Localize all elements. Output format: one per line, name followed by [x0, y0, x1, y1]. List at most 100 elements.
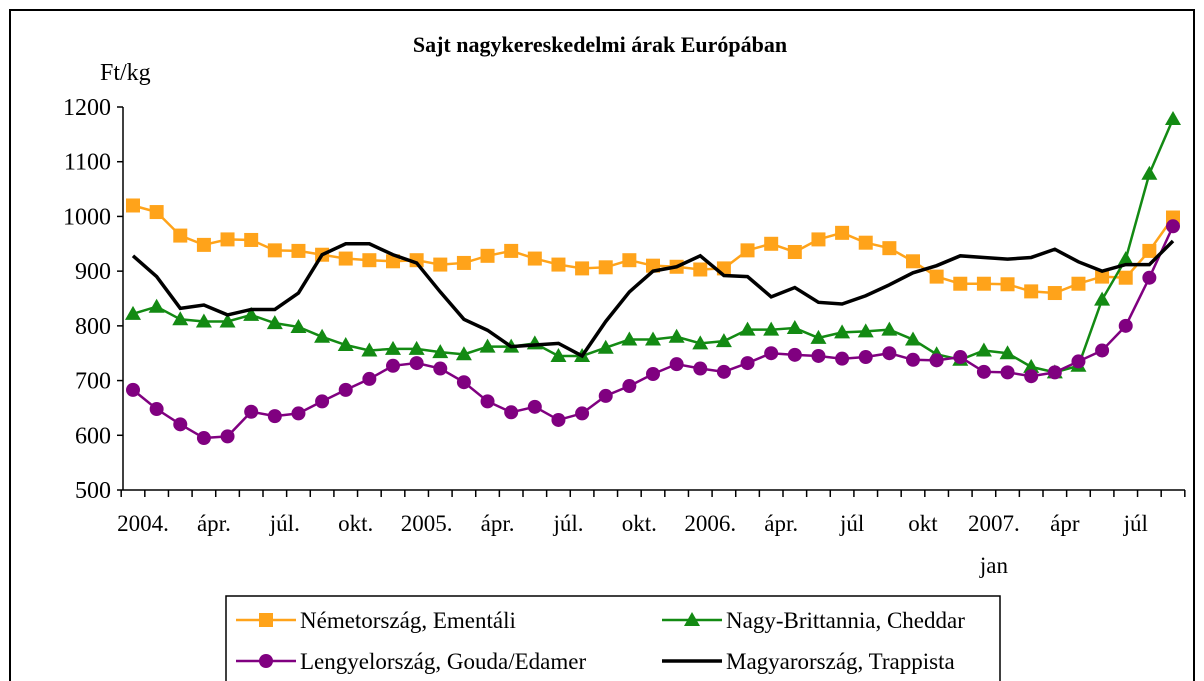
data-point	[362, 253, 377, 268]
data-point	[1095, 269, 1110, 284]
data-point	[597, 339, 614, 354]
data-point	[1117, 251, 1134, 266]
data-point	[1165, 111, 1181, 126]
data-point	[787, 244, 802, 259]
x-tick-label: ápr.	[481, 511, 515, 536]
data-point	[835, 351, 850, 366]
data-point	[148, 298, 165, 313]
x-tick-label: okt	[908, 511, 938, 536]
data-point	[858, 350, 873, 365]
data-point	[196, 237, 211, 252]
data-point	[173, 417, 188, 432]
data-point	[1047, 286, 1062, 301]
data-point	[196, 431, 211, 446]
data-point	[291, 243, 306, 258]
data-point	[646, 367, 660, 382]
data-point	[504, 243, 519, 258]
data-point	[906, 352, 920, 367]
data-point	[385, 340, 401, 355]
data-point	[126, 382, 140, 397]
data-point	[764, 236, 779, 251]
legend-marker	[684, 612, 700, 626]
data-point	[881, 321, 898, 336]
data-point	[999, 345, 1016, 360]
y-tick-label: 600	[75, 423, 111, 449]
data-point	[575, 406, 590, 421]
data-point	[835, 225, 850, 240]
data-point	[645, 331, 661, 346]
data-point	[1118, 270, 1133, 285]
x-tick-label: ápr	[1050, 511, 1080, 536]
data-point	[716, 364, 731, 379]
data-point	[456, 255, 471, 270]
y-tick-label: 1200	[63, 95, 111, 121]
data-point	[1071, 276, 1086, 291]
x-tick-label: júl.	[269, 511, 300, 536]
data-point	[811, 348, 826, 363]
data-point	[243, 306, 260, 321]
series-line	[131, 239, 1175, 359]
data-point	[527, 251, 542, 266]
data-point	[479, 338, 496, 353]
data-point	[975, 342, 992, 357]
data-point	[338, 382, 353, 397]
y-tick-label: 800	[75, 314, 111, 340]
data-point	[172, 311, 189, 326]
data-point	[1024, 284, 1039, 299]
data-point	[244, 232, 259, 247]
data-point	[882, 346, 897, 361]
data-point	[432, 344, 449, 359]
data-point	[1000, 277, 1015, 292]
x-tick-label: okt.	[338, 511, 373, 536]
data-point	[739, 321, 756, 336]
data-point	[598, 260, 613, 275]
x-tick-label: 2005.	[401, 511, 453, 536]
data-point	[125, 305, 141, 320]
data-point	[1142, 270, 1157, 285]
chart-title: Sajt nagykereskedelmi árak Európában	[413, 32, 787, 57]
data-point	[550, 347, 567, 362]
legend-box	[225, 595, 1001, 681]
data-point	[173, 228, 188, 243]
data-point	[669, 357, 684, 372]
data-point	[290, 318, 307, 333]
data-point	[456, 375, 471, 390]
data-point	[315, 394, 330, 409]
x-tick-label: 2007. jan	[968, 511, 1020, 578]
data-point	[905, 331, 921, 346]
x-tick-label: 2006.	[684, 511, 736, 536]
data-point	[953, 276, 968, 291]
data-point	[267, 243, 282, 258]
data-point	[929, 269, 944, 284]
data-point	[551, 412, 566, 427]
data-point	[480, 248, 495, 263]
data-point	[527, 399, 542, 414]
x-tick-label: okt.	[622, 511, 657, 536]
data-point	[337, 337, 354, 352]
legend-marker	[259, 613, 273, 627]
data-point	[220, 429, 235, 444]
data-point	[1142, 243, 1157, 258]
data-point	[1047, 365, 1062, 380]
data-point	[1141, 165, 1158, 180]
x-tick-label: ápr.	[764, 511, 798, 536]
data-point	[220, 232, 235, 247]
data-point	[433, 361, 448, 376]
data-point	[362, 371, 377, 386]
data-point	[361, 342, 378, 357]
data-point	[408, 340, 425, 355]
data-point	[267, 409, 282, 424]
y-tick-label: 500	[75, 478, 111, 504]
data-point	[266, 315, 283, 330]
chart-border	[9, 9, 1195, 681]
data-point	[953, 350, 968, 365]
data-point	[1000, 365, 1015, 380]
data-point	[929, 353, 944, 368]
data-point	[740, 356, 755, 371]
data-point	[1024, 369, 1039, 384]
legend-marker	[259, 654, 273, 668]
data-point	[786, 320, 803, 335]
legend-label: Nagy-Brittannia, Cheddar	[726, 608, 965, 633]
data-point	[575, 261, 590, 276]
data-point	[1071, 354, 1086, 369]
